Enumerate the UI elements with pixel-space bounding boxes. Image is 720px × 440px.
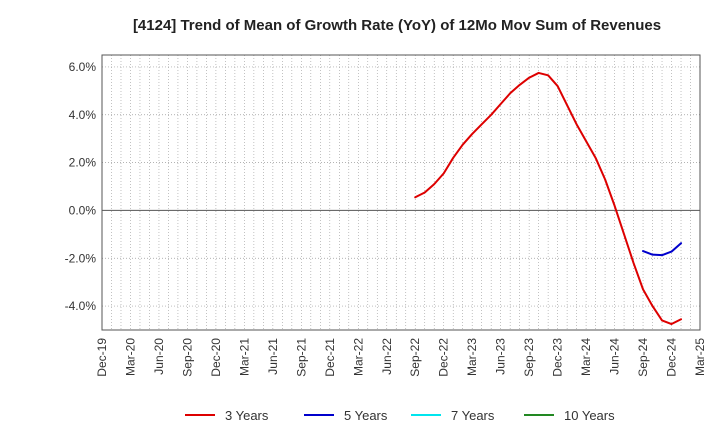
x-tick-labels: Dec-19 Mar-20 Jun-20 Sep-20 Dec-20 Mar-21 Jun-… xyxy=(95,338,707,377)
x-tick-label: Mar-23 xyxy=(465,338,479,376)
legend-label: 3 Years xyxy=(225,408,269,423)
series-line-5-years xyxy=(642,242,683,257)
plot-frame xyxy=(101,54,701,331)
x-tick-label: Sep-20 xyxy=(180,338,194,377)
x-tick-label: Sep-21 xyxy=(294,338,308,377)
x-tick-label: Jun-21 xyxy=(266,338,280,375)
x-tick-label: Jun-22 xyxy=(380,338,394,375)
x-tick-label: Sep-22 xyxy=(408,338,422,377)
x-tick-label: Sep-23 xyxy=(522,338,536,377)
x-tick-label: Dec-20 xyxy=(209,338,223,377)
y-tick-label: 0.0% xyxy=(69,203,97,217)
y-tick-label: 4.0% xyxy=(69,108,97,122)
legend-label: 7 Years xyxy=(451,408,495,423)
x-tick-label: Mar-20 xyxy=(123,338,137,376)
series-lines xyxy=(414,71,683,326)
y-tick-label: -4.0% xyxy=(65,299,97,313)
y-tick-label: 6.0% xyxy=(69,60,97,74)
x-tick-label: Mar-22 xyxy=(351,338,365,376)
y-tick-labels: 6.0% 4.0% 2.0% 0.0% -2.0% -4.0% xyxy=(65,60,97,313)
chart-title: [4124] Trend of Mean of Growth Rate (YoY… xyxy=(133,17,661,34)
y-tick-label: -2.0% xyxy=(65,251,97,265)
legend-label: 10 Years xyxy=(564,408,615,423)
x-tick-label: Mar-24 xyxy=(579,338,593,376)
x-tick-label: Jun-23 xyxy=(494,338,508,375)
legend-label: 5 Years xyxy=(344,408,388,423)
axes xyxy=(101,54,701,331)
x-tick-label: Mar-21 xyxy=(237,338,251,376)
y-tick-label: 2.0% xyxy=(69,156,97,170)
x-tick-label: Dec-22 xyxy=(437,338,451,377)
x-tick-label: Dec-19 xyxy=(95,338,109,377)
x-tick-label: Dec-24 xyxy=(665,338,679,377)
legend: 3 Years 5 Years 7 Years 10 Years xyxy=(185,408,615,423)
x-tick-label: Mar-25 xyxy=(693,338,707,376)
series-line-3-years xyxy=(414,71,683,326)
x-tick-label: Dec-23 xyxy=(551,338,565,377)
x-tick-label: Dec-21 xyxy=(323,338,337,377)
x-tick-label: Jun-24 xyxy=(608,338,622,375)
x-tick-label: Sep-24 xyxy=(636,338,650,377)
grid xyxy=(102,55,700,330)
x-tick-label: Jun-20 xyxy=(152,338,166,375)
